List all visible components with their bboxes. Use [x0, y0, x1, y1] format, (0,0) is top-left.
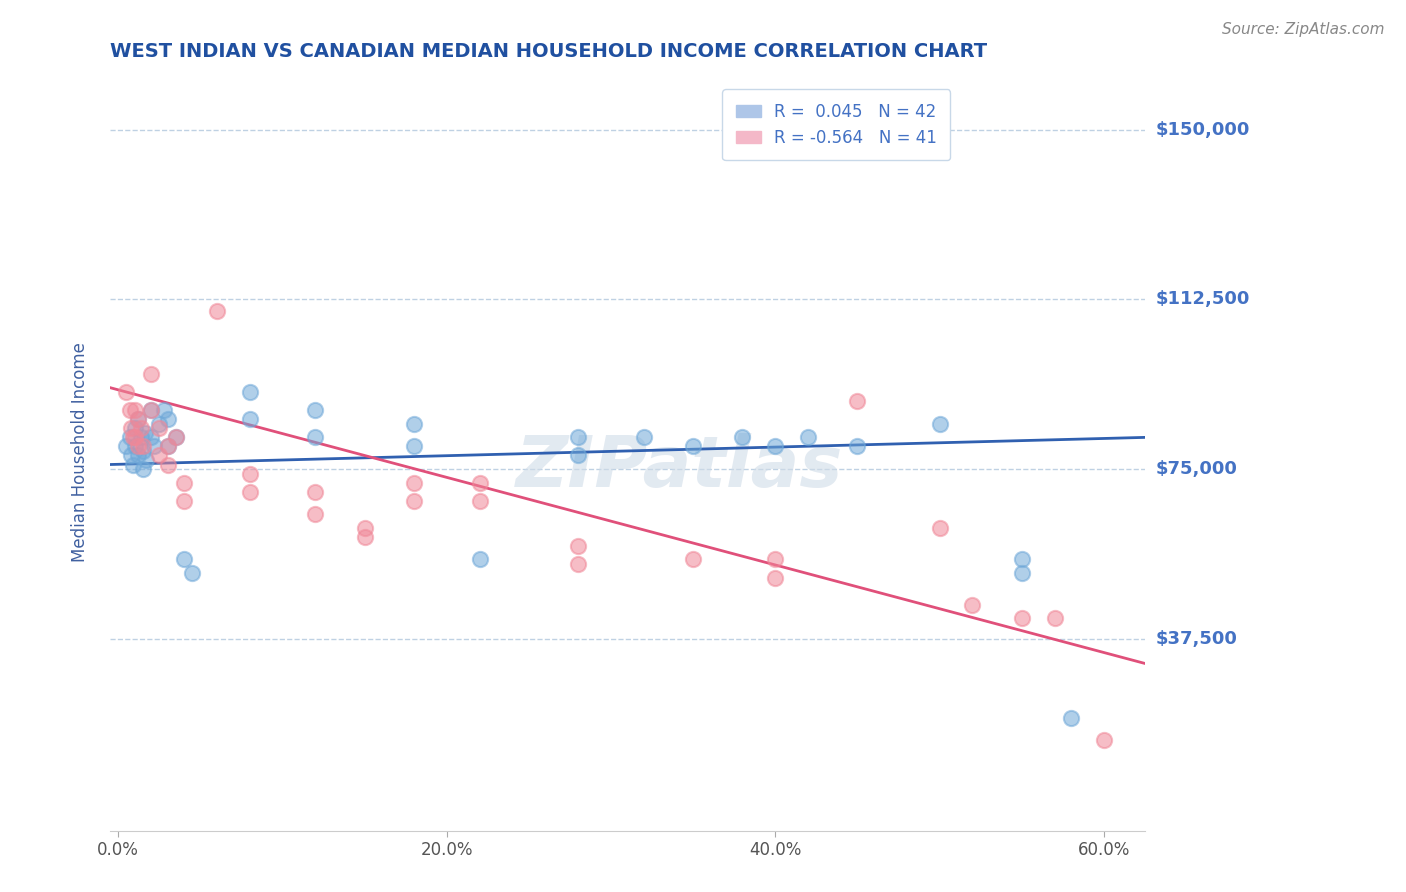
Point [567, 557, 589, 571]
Point [173, 493, 195, 508]
Point [122, 430, 145, 444]
Point [402, 439, 425, 453]
Point [567, 539, 589, 553]
Point [731, 430, 754, 444]
Point [139, 403, 162, 417]
Text: $112,500: $112,500 [1156, 291, 1250, 309]
Point [127, 449, 149, 463]
Point [139, 367, 162, 381]
Point [124, 403, 146, 417]
Text: $37,500: $37,500 [1156, 630, 1237, 648]
Point [1011, 611, 1033, 625]
Point [132, 462, 155, 476]
Point [134, 425, 156, 440]
Point [148, 417, 170, 431]
Point [122, 458, 145, 472]
Point [124, 421, 146, 435]
Text: $150,000: $150,000 [1156, 121, 1250, 139]
Point [156, 439, 179, 453]
Point [402, 475, 425, 490]
Point [763, 439, 786, 453]
Point [181, 566, 204, 580]
Point [1011, 552, 1033, 566]
Point [797, 430, 820, 444]
Point [115, 385, 138, 400]
Point [118, 430, 141, 444]
Point [304, 508, 326, 522]
Point [1060, 711, 1083, 725]
Point [124, 430, 146, 444]
Point [127, 412, 149, 426]
Text: $75,000: $75,000 [1156, 460, 1237, 478]
Point [205, 303, 228, 318]
Text: Source: ZipAtlas.com: Source: ZipAtlas.com [1222, 22, 1385, 37]
Point [139, 430, 162, 444]
Point [115, 439, 138, 453]
Point [567, 430, 589, 444]
Point [304, 403, 326, 417]
Point [132, 439, 155, 453]
Point [304, 484, 326, 499]
Point [173, 552, 195, 566]
Point [353, 530, 375, 544]
Point [165, 430, 187, 444]
Point [402, 493, 425, 508]
Point [682, 439, 704, 453]
Point [120, 421, 142, 435]
Point [763, 570, 786, 584]
Point [127, 412, 149, 426]
Point [928, 417, 950, 431]
Point [129, 421, 152, 435]
Point [353, 521, 375, 535]
Point [239, 412, 262, 426]
Point [468, 493, 491, 508]
Point [1011, 566, 1033, 580]
Point [304, 430, 326, 444]
Point [846, 439, 869, 453]
Point [846, 394, 869, 409]
Point [148, 449, 170, 463]
Y-axis label: Median Household Income: Median Household Income [72, 343, 89, 562]
Point [1092, 733, 1115, 747]
Point [124, 439, 146, 453]
Point [928, 521, 950, 535]
Point [139, 403, 162, 417]
Text: WEST INDIAN VS CANADIAN MEDIAN HOUSEHOLD INCOME CORRELATION CHART: WEST INDIAN VS CANADIAN MEDIAN HOUSEHOLD… [110, 42, 987, 61]
Point [129, 430, 152, 444]
Point [156, 439, 179, 453]
Point [239, 385, 262, 400]
Legend: R =  0.045   N = 42, R = -0.564   N = 41: R = 0.045 N = 42, R = -0.564 N = 41 [723, 89, 950, 161]
Point [118, 403, 141, 417]
Point [120, 449, 142, 463]
Point [165, 430, 187, 444]
Point [763, 552, 786, 566]
Point [239, 467, 262, 481]
Point [402, 417, 425, 431]
Point [156, 458, 179, 472]
Text: ZIPatlas: ZIPatlas [516, 433, 844, 501]
Point [156, 412, 179, 426]
Point [962, 598, 984, 612]
Point [239, 484, 262, 499]
Point [148, 421, 170, 435]
Point [173, 475, 195, 490]
Point [132, 444, 155, 458]
Point [1043, 611, 1066, 625]
Point [135, 453, 157, 467]
Point [567, 449, 589, 463]
Point [633, 430, 655, 444]
Point [468, 552, 491, 566]
Point [468, 475, 491, 490]
Point [153, 403, 176, 417]
Point [127, 439, 149, 453]
Point [143, 439, 166, 453]
Point [682, 552, 704, 566]
